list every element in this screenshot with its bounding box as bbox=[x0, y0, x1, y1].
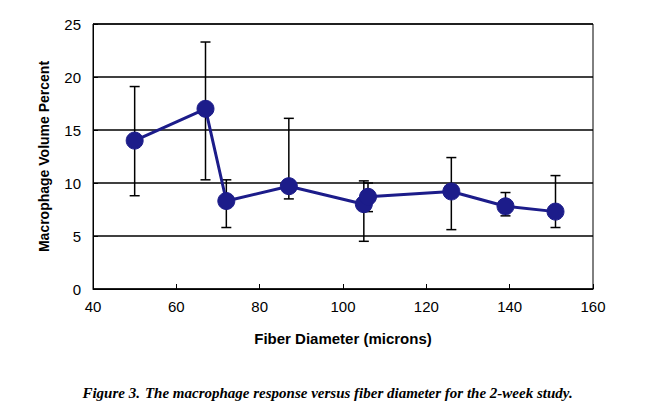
svg-text:80: 80 bbox=[251, 298, 268, 315]
svg-text:5: 5 bbox=[73, 228, 81, 245]
svg-text:25: 25 bbox=[64, 16, 81, 33]
svg-text:Macrophage Volume Percent: Macrophage Volume Percent bbox=[36, 61, 52, 252]
svg-text:15: 15 bbox=[64, 122, 81, 139]
svg-text:10: 10 bbox=[64, 175, 81, 192]
svg-text:Fiber Diameter (microns): Fiber Diameter (microns) bbox=[254, 330, 432, 347]
svg-text:120: 120 bbox=[414, 298, 439, 315]
svg-text:140: 140 bbox=[497, 298, 522, 315]
svg-text:Figure 3.: Figure 3. bbox=[81, 385, 140, 401]
svg-text:The macrophage response versus: The macrophage response versus fiber dia… bbox=[145, 385, 573, 401]
svg-text:20: 20 bbox=[64, 69, 81, 86]
svg-text:60: 60 bbox=[168, 298, 185, 315]
svg-text:100: 100 bbox=[330, 298, 355, 315]
svg-text:160: 160 bbox=[580, 298, 605, 315]
svg-text:40: 40 bbox=[85, 298, 102, 315]
svg-text:0: 0 bbox=[73, 281, 81, 298]
